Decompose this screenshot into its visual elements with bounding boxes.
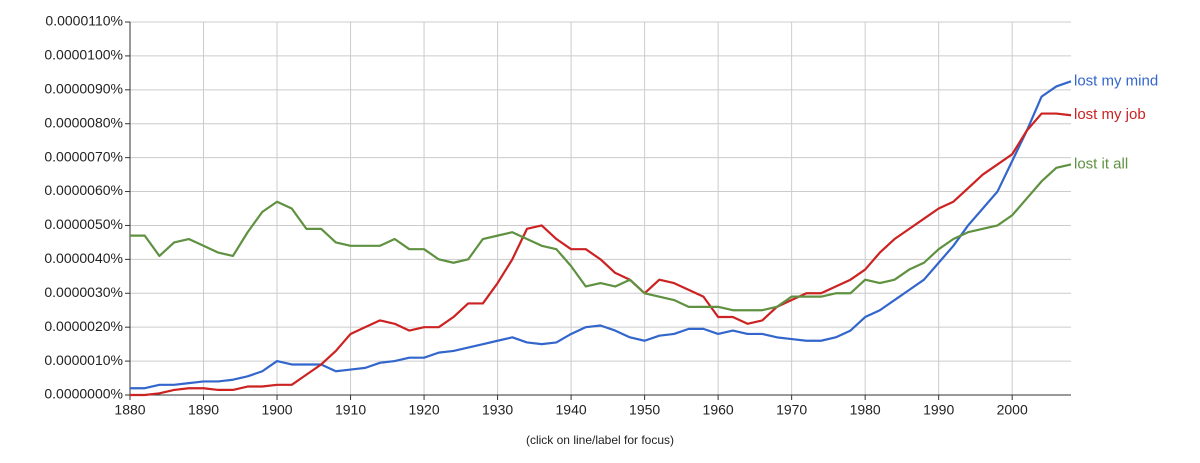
x-tick-label: 1940 bbox=[556, 402, 587, 418]
x-tick-label: 1970 bbox=[776, 402, 807, 418]
x-tick-label: 2000 bbox=[997, 402, 1028, 418]
series-label[interactable]: lost my job bbox=[1074, 106, 1146, 123]
x-tick-label: 1980 bbox=[850, 402, 881, 418]
footer-note: (click on line/label for focus) bbox=[526, 433, 674, 447]
y-tick-label: 0.0000090% bbox=[44, 81, 123, 97]
y-tick-label: 0.0000100% bbox=[44, 47, 123, 63]
x-tick-label: 1890 bbox=[188, 402, 219, 418]
series-line[interactable] bbox=[130, 80, 1072, 390]
y-tick-label: 0.0000030% bbox=[44, 284, 123, 300]
x-tick-label: 1910 bbox=[335, 402, 366, 418]
y-tick-label: 0.0000000% bbox=[44, 386, 123, 402]
series-label[interactable]: lost it all bbox=[1074, 155, 1128, 172]
x-tick-label: 1960 bbox=[703, 402, 734, 418]
series-label[interactable]: lost my mind bbox=[1074, 72, 1158, 89]
x-tick-label: 1920 bbox=[408, 402, 439, 418]
series-line[interactable] bbox=[130, 112, 1072, 397]
y-tick-label: 0.0000080% bbox=[44, 114, 123, 130]
x-tick-label: 1930 bbox=[482, 402, 513, 418]
x-tick-label: 1900 bbox=[261, 402, 292, 418]
y-tick-label: 0.0000010% bbox=[44, 352, 123, 368]
y-tick-label: 0.0000040% bbox=[44, 250, 123, 266]
y-tick-label: 0.0000070% bbox=[44, 148, 123, 164]
x-tick-label: 1880 bbox=[114, 402, 145, 418]
y-tick-label: 0.0000060% bbox=[44, 182, 123, 198]
y-tick-label: 0.0000110% bbox=[45, 13, 123, 29]
series-line[interactable] bbox=[130, 163, 1072, 312]
x-tick-label: 1950 bbox=[629, 402, 660, 418]
y-tick-label: 0.0000020% bbox=[44, 318, 123, 334]
y-tick-label: 0.0000050% bbox=[44, 216, 123, 232]
x-tick-label: 1990 bbox=[923, 402, 954, 418]
